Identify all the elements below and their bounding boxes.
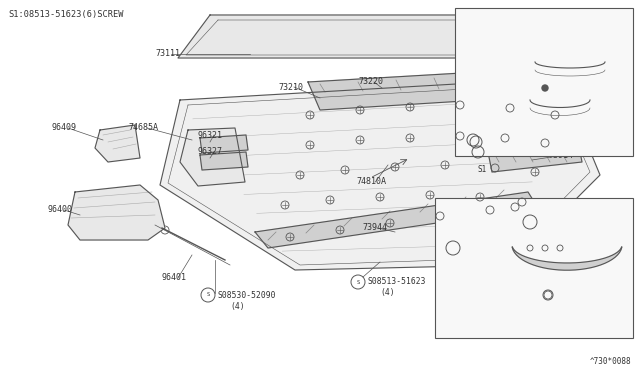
Text: S1:08513-51623(6)SCREW: S1:08513-51623(6)SCREW xyxy=(8,10,124,19)
Text: 73210: 73210 xyxy=(278,83,303,92)
Text: 73618: 73618 xyxy=(505,304,529,312)
Text: S08530-52090: S08530-52090 xyxy=(218,291,276,299)
Polygon shape xyxy=(200,152,248,170)
Text: 73914F: 73914F xyxy=(435,211,465,219)
Text: 96327: 96327 xyxy=(198,148,223,157)
Text: 73944: 73944 xyxy=(362,224,387,232)
Polygon shape xyxy=(95,125,140,162)
Text: 73940A: 73940A xyxy=(489,41,518,49)
Text: (2): (2) xyxy=(498,137,513,145)
Text: S: S xyxy=(356,279,360,285)
Text: 73220: 73220 xyxy=(358,77,383,87)
Text: (4): (4) xyxy=(230,301,244,311)
Text: 08964-10510: 08964-10510 xyxy=(484,125,538,135)
Polygon shape xyxy=(488,142,582,172)
Bar xyxy=(455,8,633,156)
Text: (2): (2) xyxy=(552,228,566,237)
Text: S08513-51623: S08513-51623 xyxy=(540,218,598,227)
Text: 08513-51623: 08513-51623 xyxy=(463,244,516,253)
Text: 96401: 96401 xyxy=(162,273,187,282)
Text: S1: S1 xyxy=(478,166,487,174)
Text: 96400: 96400 xyxy=(48,205,73,215)
Text: N: N xyxy=(472,138,475,142)
Polygon shape xyxy=(180,128,245,186)
Polygon shape xyxy=(255,192,538,248)
Text: 73914: 73914 xyxy=(596,208,620,217)
Text: N: N xyxy=(474,140,477,144)
Text: S: S xyxy=(206,292,210,298)
Text: (4): (4) xyxy=(380,289,395,298)
Text: 73940: 73940 xyxy=(505,118,529,126)
Circle shape xyxy=(542,85,548,91)
Polygon shape xyxy=(308,68,560,110)
Text: 73910: 73910 xyxy=(500,201,525,209)
Text: S: S xyxy=(529,219,532,224)
Text: 64879F: 64879F xyxy=(460,67,490,77)
Text: (2): (2) xyxy=(475,254,490,263)
Text: S: S xyxy=(451,246,454,250)
Text: S1: S1 xyxy=(450,222,460,231)
Text: 73914: 73914 xyxy=(548,151,573,160)
Polygon shape xyxy=(160,78,600,270)
Polygon shape xyxy=(535,70,595,155)
Text: S08513-51623: S08513-51623 xyxy=(368,278,426,286)
Bar xyxy=(435,198,633,338)
Text: 96321: 96321 xyxy=(198,131,223,140)
Polygon shape xyxy=(200,135,248,153)
Text: 96409: 96409 xyxy=(52,124,77,132)
Text: 74810A: 74810A xyxy=(356,177,386,186)
Text: 73111: 73111 xyxy=(155,49,180,58)
Polygon shape xyxy=(178,15,545,58)
Text: 74685A: 74685A xyxy=(128,124,158,132)
Polygon shape xyxy=(68,185,165,240)
Text: FOR 2+2 SEATER: FOR 2+2 SEATER xyxy=(463,16,531,25)
Text: 73230: 73230 xyxy=(555,86,580,94)
Text: 73910F: 73910F xyxy=(528,315,557,324)
Polygon shape xyxy=(512,247,621,270)
Text: FOR 2+2 SEATER: FOR 2+2 SEATER xyxy=(443,205,511,215)
Text: ^730*0088: ^730*0088 xyxy=(590,357,632,366)
Text: N: N xyxy=(476,150,479,154)
